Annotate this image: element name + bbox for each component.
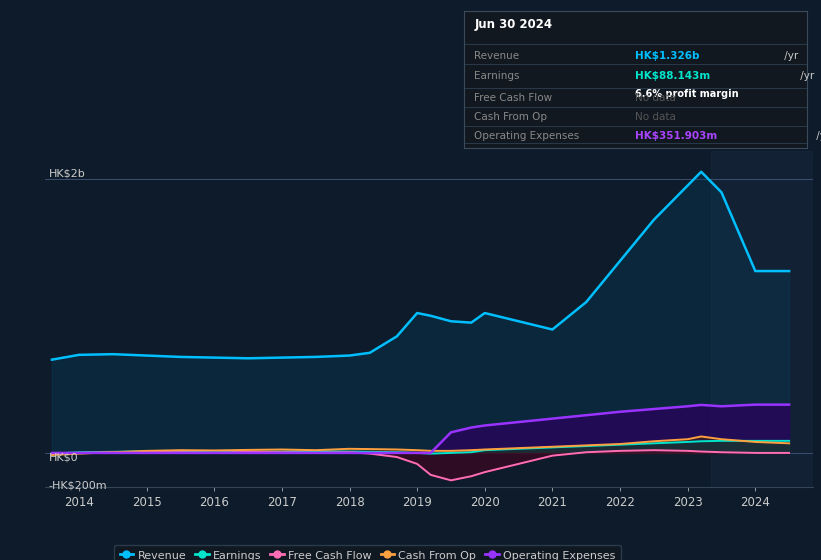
Text: Cash From Op: Cash From Op [475,112,547,122]
Legend: Revenue, Earnings, Free Cash Flow, Cash From Op, Operating Expenses: Revenue, Earnings, Free Cash Flow, Cash … [114,545,621,560]
Text: HK$1.326b: HK$1.326b [635,51,700,61]
Bar [711,151,813,487]
Text: /yr: /yr [813,131,821,141]
Text: /yr: /yr [796,71,814,81]
Text: Revenue: Revenue [475,51,520,61]
Text: Operating Expenses: Operating Expenses [475,131,580,141]
Text: Earnings: Earnings [475,71,520,81]
Text: 6.6% profit margin: 6.6% profit margin [635,88,739,99]
Text: HK$0: HK$0 [48,453,78,463]
Text: -HK$200m: -HK$200m [48,480,108,491]
Text: /yr: /yr [781,51,798,61]
Text: Jun 30 2024: Jun 30 2024 [475,18,553,31]
Text: No data: No data [635,112,677,122]
Text: Free Cash Flow: Free Cash Flow [475,94,553,104]
Text: HK$2b: HK$2b [48,169,85,179]
Text: HK$351.903m: HK$351.903m [635,131,718,141]
Text: HK$88.143m: HK$88.143m [635,71,711,81]
Text: No data: No data [635,94,677,104]
